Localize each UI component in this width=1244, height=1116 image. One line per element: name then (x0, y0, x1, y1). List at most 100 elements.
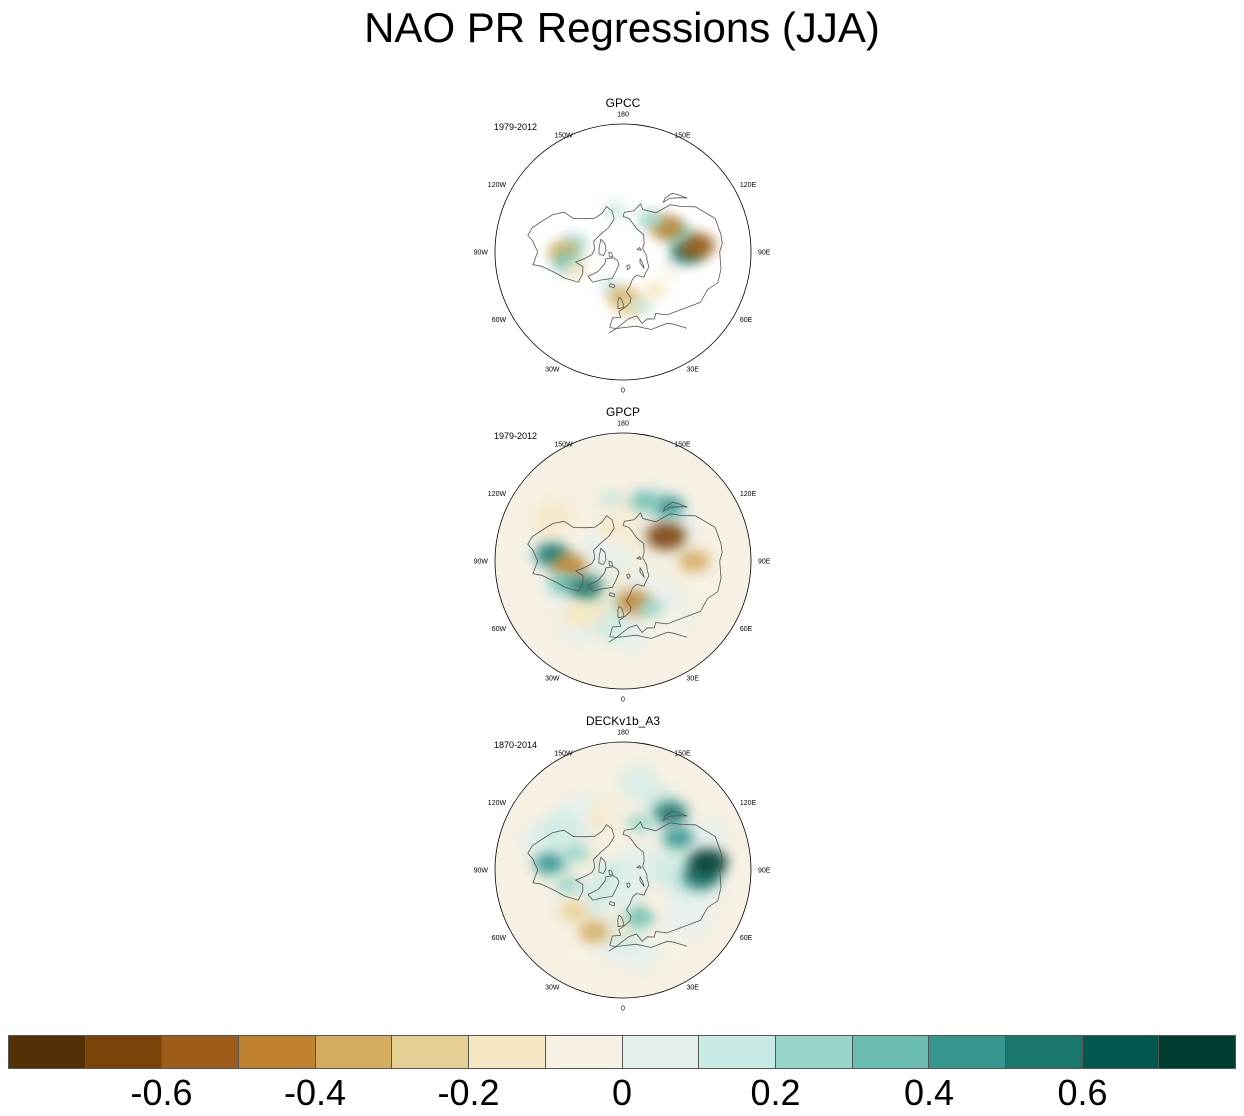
lon-label-120w: 120W (488, 800, 507, 807)
colorbar-tick-label: 0.4 (903, 1072, 955, 1113)
coastline (608, 869, 614, 876)
anomaly-blob (678, 232, 716, 259)
lon-label-150w: 150W (554, 133, 573, 140)
anomaly-blob (601, 805, 625, 822)
colorbar-swatch (775, 1036, 853, 1068)
colorbar-tick-label: 0.6 (1057, 1072, 1108, 1113)
coastline (587, 566, 620, 592)
lon-label-150e: 150E (674, 751, 691, 758)
lon-label-120e: 120E (740, 182, 757, 189)
lon-label-30e: 30E (687, 675, 700, 682)
panel-title-deckv1b-a3: DECKv1b_A3 (585, 714, 661, 728)
coastline (639, 257, 645, 269)
background-anomaly-blob (680, 571, 725, 616)
colorbar-swatch (1005, 1036, 1083, 1068)
anomaly-blob (625, 906, 655, 927)
background-anomaly-blob (590, 828, 624, 861)
lon-label-90e: 90E (758, 559, 771, 566)
anomaly-blob (533, 852, 565, 875)
anomaly-blob (658, 261, 682, 278)
lon-label-90w: 90W (474, 559, 489, 566)
colorbar-swatch (469, 1036, 546, 1068)
colorbar-swatch (85, 1036, 163, 1068)
anomaly-blob (578, 920, 610, 943)
anomaly-blob (642, 281, 668, 300)
polar-map-gpcp: 180 150E 120E 90E 60E 30E 0 30W 60W 90W 120W 150W (474, 421, 771, 704)
anomaly-blob (662, 827, 695, 849)
coastlines (527, 501, 723, 643)
lon-label-90w: 90W (474, 250, 489, 257)
coastline (636, 556, 642, 560)
coastline (662, 810, 688, 822)
colorbar-swatch (315, 1036, 393, 1068)
colorbar-tick-label: -0.2 (437, 1072, 500, 1113)
colorbar-swatch (392, 1036, 470, 1068)
anomaly-blob (559, 901, 589, 922)
anomaly-blob (564, 606, 591, 625)
colorbar-swatch (9, 1036, 86, 1068)
background-anomaly-blob (688, 817, 728, 857)
anomaly-field (547, 201, 716, 316)
coastline (639, 566, 645, 578)
coastline (626, 882, 631, 889)
coastline (608, 592, 616, 598)
anomaly-blob (651, 575, 674, 592)
coastline (636, 865, 642, 869)
anomaly-blob (598, 518, 624, 537)
coastline (617, 605, 625, 619)
coastline (598, 856, 607, 874)
figure-title: NAO PR Regressions (JJA) (364, 4, 880, 51)
coastline (626, 573, 631, 580)
anomaly-blob (631, 297, 654, 314)
panel-period-gpcp: 1979-2012 (494, 431, 538, 441)
lon-label-150w: 150W (554, 442, 573, 449)
lon-label-0: 0 (621, 1006, 625, 1013)
anomaly-field (522, 481, 725, 654)
colorbar (8, 1035, 1236, 1069)
anomaly-blob (555, 875, 581, 894)
panel-period-gpcc: 1979-2012 (494, 122, 538, 132)
lon-label-180: 180 (617, 730, 629, 737)
coastlines (527, 192, 723, 334)
map-border (494, 432, 752, 690)
colorbar-swatch (699, 1036, 776, 1068)
anomaly-blob (563, 843, 590, 862)
anomaly-blob (637, 598, 663, 617)
lon-label-150e: 150E (674, 442, 691, 449)
lon-label-150e: 150E (674, 133, 691, 140)
anomaly-blob (568, 575, 603, 600)
lon-label-0: 0 (621, 697, 625, 704)
coastline (587, 875, 620, 901)
coastline (598, 238, 607, 256)
lon-label-30e: 30E (687, 984, 700, 991)
colorbar-swatch (162, 1036, 240, 1068)
lon-label-120e: 120E (740, 491, 757, 498)
colorbar-tick-label: 0 (611, 1072, 633, 1113)
lon-label-90w: 90W (474, 868, 489, 875)
coastline (617, 296, 625, 310)
anomaly-blob (649, 893, 673, 910)
lon-label-120w: 120W (488, 182, 507, 189)
coastline (598, 547, 607, 565)
anomaly-blob (678, 550, 710, 572)
lon-label-60e: 60E (740, 626, 753, 633)
lon-label-120e: 120E (740, 800, 757, 807)
map-border (494, 123, 752, 381)
coastline (626, 264, 631, 271)
colorbar-labels: -0.6 -0.4 -0.2 0 0.2 0.4 0.6 (0, 1072, 1244, 1116)
panel-title-gpcc: GPCC (605, 96, 641, 110)
coastline (608, 631, 688, 643)
coastline (527, 206, 615, 283)
colorbar-swatch (1082, 1036, 1160, 1068)
coastline (609, 203, 723, 329)
map-background (495, 124, 751, 380)
coastline (608, 901, 616, 907)
colorbar-swatch (545, 1036, 623, 1068)
anomaly-blob (653, 801, 688, 826)
lon-label-150w: 150W (554, 751, 573, 758)
anomaly-blob (600, 489, 624, 506)
lon-label-0: 0 (621, 388, 625, 395)
coastline (639, 875, 645, 887)
coastline (617, 914, 625, 928)
colorbar-swatch (622, 1036, 700, 1068)
